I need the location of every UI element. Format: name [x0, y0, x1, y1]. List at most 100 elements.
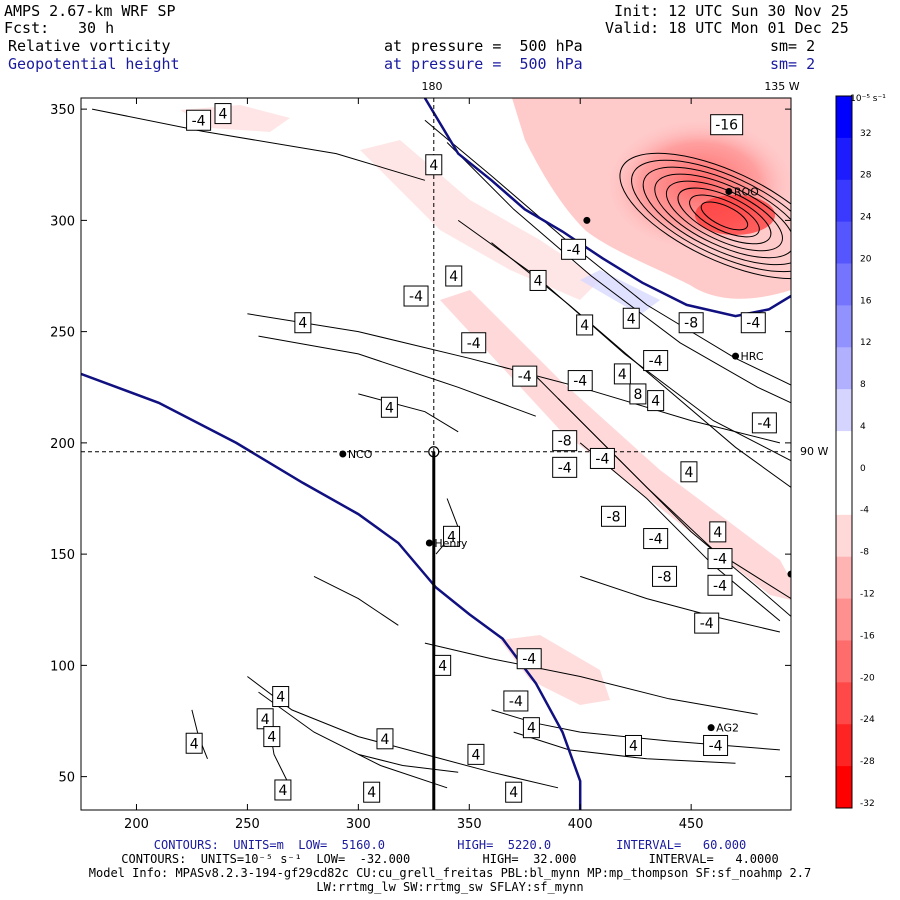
lon-135w-label: 135 W	[764, 80, 799, 93]
contour-label-text: -4	[709, 738, 723, 754]
contour-label: 4	[294, 312, 312, 334]
footer-vorticity-contours: CONTOURS: UNITS=10⁻⁵ s⁻¹ LOW= -32.000 HI…	[121, 852, 779, 866]
contour-label-text: 4	[276, 690, 285, 706]
colorbar-tick-label: 24	[860, 213, 872, 223]
contour-label: -4	[589, 447, 615, 469]
colorbar-tick-label: -4	[860, 506, 869, 516]
contour-label-text: 4	[627, 311, 636, 327]
colorbar-swatch	[836, 179, 852, 223]
station-label: Henry	[434, 537, 468, 550]
contour-label-text: -8	[684, 316, 698, 332]
plot-area: -4 44-164-4-444-44 4 -8 -4-4 -4 4-48 44-8-4-4-4…	[81, 98, 791, 810]
contour-label-text: 4	[471, 747, 480, 763]
contour-label-text: -4	[746, 316, 760, 332]
contour-label: -4	[707, 574, 733, 596]
colorbar-swatch	[836, 556, 852, 600]
contour-label-text: -4	[700, 616, 714, 632]
contour-label-text: -8	[558, 434, 572, 450]
contour-label: 4	[185, 732, 203, 754]
station-dot	[787, 570, 791, 578]
contour-label: 4	[505, 781, 523, 803]
field1-name: Relative vorticity	[8, 37, 171, 55]
colorbar-tick-label: 8	[860, 380, 866, 390]
contour-label-text: 4	[447, 529, 456, 545]
station-dot	[732, 352, 740, 360]
contour-label-text: 4	[385, 400, 394, 416]
contour-label-text: 4	[298, 316, 307, 332]
colorbar-swatch	[836, 640, 852, 683]
vorticity-contour-line	[358, 753, 459, 773]
contour-label-text: 8	[633, 387, 642, 403]
colorbar-tick-label: -28	[860, 757, 875, 767]
valid-time: Valid: 18 UTC Mon 01 Dec 25	[605, 19, 849, 37]
contour-label: 4	[624, 734, 642, 756]
contour-label: 4	[680, 461, 698, 483]
contour-label-text: -4	[713, 552, 727, 568]
contour-label-text: 4	[534, 273, 543, 289]
field1-level: at pressure = 500 hPa	[384, 37, 583, 55]
contour-label: 4	[376, 728, 394, 750]
y-tick-label: 200	[50, 437, 75, 452]
contour-label: 4	[647, 390, 665, 412]
colorbar-tick-label: -16	[860, 631, 875, 641]
crosshair-marker	[428, 446, 440, 458]
colorbar-swatch	[836, 766, 852, 809]
station-label: ROO	[734, 185, 759, 198]
y-axis: 50 100 150 200 250 300 350	[50, 103, 791, 786]
vorticity-contour-line	[424, 119, 791, 386]
contour-label-text: 4	[509, 785, 518, 801]
x-axis: 200 250 300 350 400 450	[124, 98, 704, 832]
y-tick-label: 300	[50, 214, 75, 229]
colorbar-unit-label: 10⁻⁵ s⁻¹	[850, 94, 886, 104]
vorticity-contour-ring	[642, 166, 791, 266]
contour-label-text: 4	[219, 107, 228, 123]
contour-label: 4	[214, 103, 232, 125]
contour-label-text: 4	[684, 465, 693, 481]
contour-label-text: -16	[715, 118, 738, 134]
init-time: Init: 12 UTC Sun 30 Nov 25	[614, 2, 849, 20]
contour-label: 4	[263, 726, 281, 748]
colorbar-swatch	[836, 305, 852, 348]
contour-label-text: -4	[649, 532, 663, 548]
contour-label: -4	[561, 238, 587, 260]
contour-label: 4	[434, 654, 452, 676]
contour-label-text: -4	[467, 336, 481, 352]
vorticity-contour-ring	[689, 194, 760, 238]
contour-label: 8	[629, 383, 647, 405]
contour-label-text: 4	[190, 736, 199, 752]
vorticity-contour-ring	[665, 180, 783, 252]
station-dot	[425, 539, 433, 547]
model-title: AMPS 2.67-km WRF SP	[4, 2, 176, 20]
contour-label-text: 4	[527, 721, 536, 737]
colorbar-tick-label: -20	[860, 673, 875, 683]
footer-height-contours: CONTOURS: UNITS=m LOW= 5160.0 HIGH= 5220…	[153, 838, 747, 852]
contour-label: -4	[707, 548, 733, 570]
contour-label-text: 4	[267, 730, 276, 746]
contour-label: -4	[703, 734, 729, 756]
contour-label: -4	[552, 456, 578, 478]
colorbar-swatch	[836, 514, 852, 558]
field1-smoothing: sm= 2	[770, 37, 816, 55]
contour-label-text: -4	[757, 416, 771, 432]
contour-label-text: 4	[278, 783, 287, 799]
vorticity-contour-line	[580, 575, 781, 633]
colorbar-frame	[835, 95, 853, 809]
contour-label-text: -4	[595, 451, 609, 467]
colorbar-swatch	[836, 347, 852, 390]
contour-label: -8	[678, 312, 704, 334]
negative-vorticity-core	[600, 115, 791, 255]
colorbar-swatch	[836, 431, 852, 474]
station-dot	[725, 187, 733, 195]
contour-label-text: 4	[580, 318, 589, 334]
contour-label-text: 4	[261, 712, 270, 728]
contour-labels: -4 44-164-4-444-44 4 -8 -4-4 -4 4-48 44-8-4-4-4…	[185, 103, 777, 803]
colorbar-swatch	[836, 598, 852, 641]
contour-label: 4	[443, 525, 461, 547]
contour-label: 4	[622, 307, 640, 329]
contour-label-text: 4	[713, 525, 722, 541]
contour-label: 4	[613, 363, 631, 385]
contour-label: -8	[552, 430, 578, 452]
y-tick-label: 100	[50, 659, 75, 674]
vorticity-contour-line	[358, 393, 459, 433]
